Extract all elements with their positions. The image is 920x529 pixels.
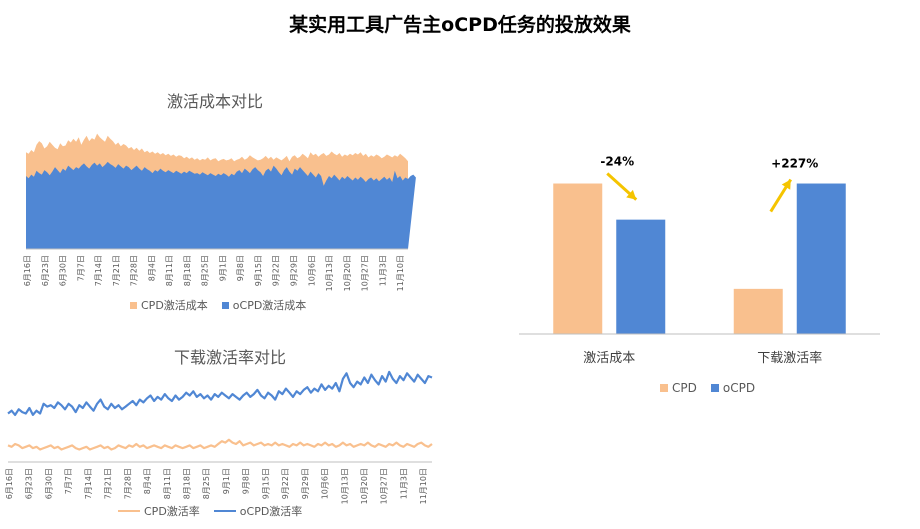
bar-cpd-activation-cost [553,183,603,334]
legend-item-ocpd-cost: oCPD激活成本 [221,297,307,313]
legend-label-cpd-rate: CPD激活率 [144,505,200,518]
legend-item-ocpd-rate: oCPD激活率 [213,503,303,519]
ocpd-rate-line [7,370,433,416]
trend-arrow-head [781,179,791,190]
legend-label-ocpd: oCPD [722,381,756,395]
bar-ocpd-activation-cost [616,219,666,334]
area-x-tick-label: 8月18日 [183,255,192,286]
legend-item-cpd: CPD [660,381,697,395]
area-chart-legend: CPD激活成本 oCPD激活成本 [130,297,306,313]
page-title: 某实用工具广告主oCPD任务的投放效果 [289,14,631,36]
area-x-tick-label: 7月21日 [112,255,121,286]
line-x-tick-label: 8月18日 [182,468,191,499]
area-x-tick-label: 10月27日 [361,255,370,291]
line-x-tick-label: 6月23日 [25,468,34,499]
bar-ocpd-download-rate [796,183,846,334]
legend-swatch-bar-cpd [660,384,668,392]
area-x-tick-label: 9月29日 [290,255,299,286]
change-annotation: -24% [600,155,634,169]
line-x-tick-label: 6月30日 [44,468,53,499]
line-x-tick-label: 7月7日 [64,468,73,494]
line-x-tick-label: 7月14日 [84,468,93,499]
bar-category-label: 下载激活率 [757,350,822,366]
bar-cpd-download-rate [733,288,783,334]
line-x-tick-label: 10月27日 [380,468,389,504]
line-x-tick-label: 8月11日 [163,468,172,499]
legend-label-cpd: CPD [672,381,697,395]
line-x-tick-label: 9月1日 [222,468,231,494]
legend-swatch-bar-ocpd [710,384,719,392]
line-chart-title: 下载激活率对比 [173,348,286,367]
legend-label-ocpd-cost: oCPD激活成本 [232,299,307,312]
legend-item-ocpd: oCPD [710,381,756,395]
area-x-tick-label: 6月16日 [23,255,32,286]
line-x-tick-label: 11月10日 [419,468,428,504]
line-x-tick-label: 9月29日 [301,468,310,499]
line-x-tick-label: 9月15日 [261,468,270,499]
area-x-tick-label: 7月7日 [76,255,85,281]
bar-category-label: 激活成本 [583,351,635,366]
line-x-tick-label: 10月6日 [321,468,330,499]
area-x-tick-label: 10月6日 [307,255,316,286]
line-x-tick-label: 11月3日 [399,468,408,499]
area-x-tick-label: 6月30日 [59,255,68,286]
legend-item-cpd-cost: CPD激活成本 [130,297,208,313]
area-chart-title: 激活成本对比 [166,92,263,111]
change-annotation: +227% [771,157,818,171]
area-x-tick-label: 7月28日 [130,255,139,286]
area-x-tick-label: 8月11日 [165,255,174,286]
area-x-tick-label: 8月25日 [201,255,210,286]
area-x-tick-label: 11月10日 [396,255,405,291]
line-x-tick-label: 7月21日 [104,468,113,499]
area-x-tick-label: 10月13日 [325,255,334,291]
area-x-tick-label: 8月4日 [147,255,156,281]
line-x-tick-label: 8月25日 [202,468,211,499]
area-x-tick-label: 9月22日 [272,255,281,286]
area-x-tick-label: 9月15日 [254,255,263,286]
line-x-tick-label: 8月4日 [143,468,152,494]
line-x-tick-label: 9月8日 [242,468,251,494]
legend-item-cpd-rate: CPD激活率 [118,503,200,519]
legend-swatch-cpd [130,301,137,309]
trend-arrow-head [626,189,637,200]
area-x-tick-label: 7月14日 [94,255,103,286]
legend-line-ocpd [213,510,236,512]
legend-swatch-ocpd [221,301,229,309]
line-x-tick-label: 6月16日 [5,468,14,499]
area-x-tick-label: 11月3日 [378,255,387,286]
line-x-tick-label: 7月28日 [123,468,132,499]
line-chart-legend: CPD激活率 oCPD激活率 [118,503,302,519]
line-x-tick-label: 10月13日 [340,468,349,504]
legend-label-cpd-cost: CPD激活成本 [141,299,208,312]
legend-line-cpd [118,510,140,512]
line-x-tick-label: 9月22日 [281,468,290,499]
ocpd-cost-area [26,161,416,249]
bar-chart-legend: CPD oCPD [660,381,755,395]
area-x-tick-label: 9月8日 [236,255,245,281]
cpd-rate-line [7,438,433,451]
area-x-tick-label: 6月23日 [41,255,50,286]
line-x-tick-label: 10月20日 [360,468,369,504]
legend-label-ocpd-rate: oCPD激活率 [239,505,303,518]
area-x-tick-label: 9月1日 [218,255,227,281]
area-x-tick-label: 10月20日 [343,255,352,291]
